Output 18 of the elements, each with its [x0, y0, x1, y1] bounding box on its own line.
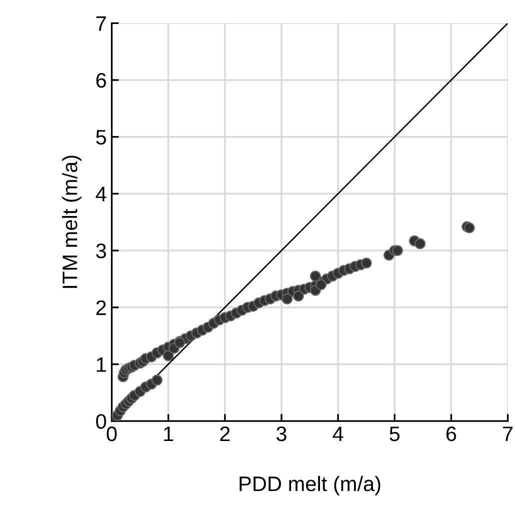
- y-tick-label: 1: [96, 357, 106, 372]
- x-tick-label: 4: [332, 426, 344, 442]
- y-tick-label: 5: [96, 130, 106, 145]
- y-tick-label: 2: [96, 300, 106, 315]
- y-tick-label: 0: [96, 414, 106, 429]
- x-tick-label: 0: [106, 426, 117, 442]
- x-tick-label: 1: [164, 426, 174, 442]
- x-tick-label: 3: [276, 426, 286, 442]
- x-tick-label: 6: [446, 426, 456, 442]
- x-tick-label: 7: [503, 426, 513, 442]
- y-tick-label: 3: [96, 244, 106, 258]
- x-tick-label: 5: [390, 426, 400, 442]
- y-tick-label: 6: [96, 73, 106, 88]
- y-axis-title: ITM melt (m/a): [62, 156, 82, 288]
- y-tick-label: 7: [96, 16, 106, 31]
- y-tick-label: 4: [96, 186, 106, 202]
- x-axis-title: PDD melt (m/a): [240, 476, 380, 496]
- x-tick-label: 2: [220, 426, 230, 442]
